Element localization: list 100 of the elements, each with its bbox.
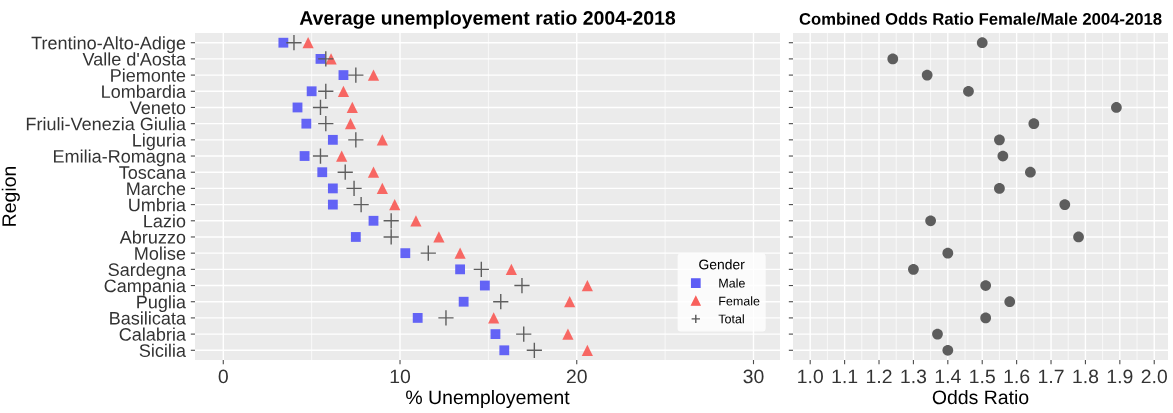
point bbox=[317, 50, 335, 68]
point bbox=[347, 131, 365, 149]
point bbox=[302, 37, 314, 49]
y-tick-label: Valle d'Aosta bbox=[82, 52, 186, 66]
y-tick-label: Lazio bbox=[144, 214, 186, 228]
point bbox=[942, 344, 954, 356]
point bbox=[921, 69, 933, 81]
point bbox=[382, 228, 400, 246]
y-tick-label: Umbria bbox=[129, 198, 186, 212]
point bbox=[513, 277, 531, 294]
point bbox=[312, 99, 329, 116]
point bbox=[419, 244, 437, 262]
point bbox=[505, 263, 517, 275]
y-tick-label: Piemonte bbox=[111, 68, 186, 82]
point bbox=[1059, 199, 1071, 210]
point bbox=[581, 279, 593, 292]
x-tick-label: 1.7 bbox=[1039, 369, 1064, 384]
point bbox=[306, 86, 317, 97]
point bbox=[994, 134, 1005, 146]
point bbox=[312, 147, 329, 165]
point bbox=[412, 313, 423, 323]
point bbox=[317, 82, 335, 100]
point bbox=[1004, 296, 1016, 308]
point bbox=[410, 215, 422, 227]
point bbox=[1028, 118, 1040, 130]
y-tick-label: Marche bbox=[127, 181, 186, 196]
y-tick-label: Molise bbox=[135, 246, 186, 260]
point bbox=[346, 101, 358, 114]
x-tick-label: 30 bbox=[743, 369, 764, 384]
point bbox=[908, 263, 919, 275]
point bbox=[499, 345, 510, 356]
point bbox=[345, 180, 363, 197]
point bbox=[350, 232, 361, 242]
point bbox=[490, 329, 501, 340]
point bbox=[942, 247, 954, 259]
legend-label: Total bbox=[718, 314, 744, 324]
x-tick-label: 1.3 bbox=[901, 369, 927, 384]
point bbox=[400, 248, 411, 259]
point bbox=[336, 163, 354, 181]
point bbox=[454, 247, 466, 259]
chart-title: Combined Odds Ratio Female/Male 2004-2018 bbox=[799, 12, 1162, 25]
y-tick-label: Emilia-Romagna bbox=[54, 149, 186, 167]
point bbox=[367, 166, 380, 178]
y-tick-label: Abruzzo bbox=[119, 230, 186, 244]
point bbox=[327, 199, 338, 210]
point bbox=[997, 150, 1009, 162]
point bbox=[301, 118, 312, 129]
point bbox=[336, 150, 348, 162]
point bbox=[980, 280, 992, 291]
chart-title: Average unemployement ratio 2004-2018 bbox=[299, 10, 676, 29]
point bbox=[980, 312, 992, 324]
x-tick-label: 10 bbox=[390, 369, 411, 384]
point bbox=[367, 69, 380, 81]
point bbox=[437, 309, 455, 327]
y-tick-label: Sardegna bbox=[108, 262, 186, 280]
point bbox=[338, 70, 349, 80]
point bbox=[317, 115, 335, 132]
x-tick-label: 20 bbox=[566, 369, 587, 384]
legend-title: Gender bbox=[699, 259, 745, 270]
point bbox=[479, 280, 490, 291]
point bbox=[1025, 166, 1036, 178]
point bbox=[458, 296, 469, 307]
x-tick-label: 1.1 bbox=[832, 369, 858, 384]
x-tick-label: 2.0 bbox=[1141, 369, 1167, 384]
point bbox=[376, 182, 388, 194]
x-axis-title: % Unemployement bbox=[406, 389, 570, 409]
x-tick-label: 1.9 bbox=[1107, 369, 1133, 384]
y-tick-label: Campania bbox=[104, 278, 186, 296]
y-tick-label: Sicilia bbox=[139, 343, 186, 358]
point bbox=[1111, 102, 1122, 113]
point bbox=[526, 341, 543, 359]
point bbox=[317, 167, 328, 178]
point bbox=[932, 328, 943, 340]
x-tick-label: 1.0 bbox=[798, 369, 823, 384]
y-tick-label: Friuli-Venezia Giulia bbox=[26, 117, 186, 131]
point bbox=[455, 264, 466, 275]
legend-label: Female bbox=[719, 296, 760, 306]
y-tick-label: Toscana bbox=[119, 166, 186, 179]
point bbox=[278, 37, 289, 48]
y-tick-label: Veneto bbox=[129, 101, 186, 115]
point bbox=[368, 215, 379, 226]
point bbox=[344, 118, 357, 130]
x-tick-label: 1.8 bbox=[1073, 369, 1099, 384]
point bbox=[1073, 231, 1084, 243]
point bbox=[327, 183, 338, 194]
point bbox=[488, 312, 500, 324]
point bbox=[994, 183, 1005, 194]
y-axis-title: Region bbox=[1, 166, 20, 226]
y-tick-label: Lombardia bbox=[102, 84, 186, 98]
point bbox=[976, 37, 988, 49]
point bbox=[963, 85, 974, 97]
point bbox=[389, 199, 401, 211]
point bbox=[382, 212, 400, 230]
x-tick-label: 1.5 bbox=[970, 369, 995, 384]
point bbox=[581, 344, 593, 356]
point bbox=[299, 151, 310, 161]
y-tick-label: Liguria bbox=[133, 133, 186, 151]
y-tick-label: Trentino-Alto-Adige bbox=[31, 36, 186, 53]
point bbox=[285, 34, 303, 52]
x-axis-title: Odds Ratio bbox=[932, 389, 1029, 405]
